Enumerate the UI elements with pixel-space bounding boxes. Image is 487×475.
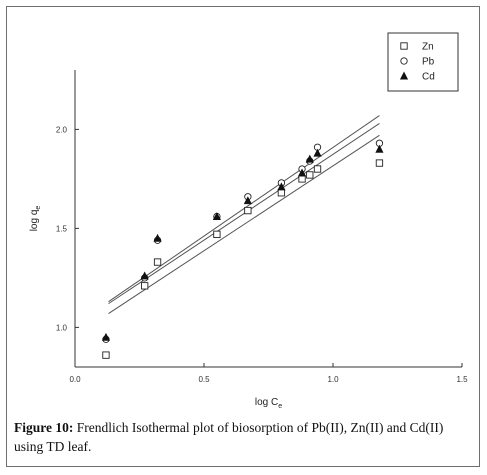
y-axis-label: log qe xyxy=(29,206,42,232)
data-point-cd xyxy=(297,168,307,177)
data-point-zn xyxy=(102,351,110,359)
legend-marker-pb xyxy=(400,57,408,65)
y-tick-label: 1.5 xyxy=(56,224,68,233)
chart-axes xyxy=(74,70,462,368)
x-axis-label: log Ce xyxy=(255,397,282,410)
caption-figure-label: Figure 10: xyxy=(14,420,74,435)
data-point-cd xyxy=(305,154,314,163)
chart-points xyxy=(101,139,384,359)
data-point-cd xyxy=(243,196,252,205)
x-axis-label-main: log C xyxy=(255,397,278,408)
chart-ticks: 0.0 0.5 1.0 1.5 1.0 1.5 2.0 xyxy=(56,125,468,384)
data-point-zn xyxy=(277,189,286,197)
legend-label-cd: Cd xyxy=(422,72,435,83)
data-point-zn xyxy=(306,171,314,179)
caption-text: Frendlich Isothermal plot of biosorption… xyxy=(14,420,444,454)
data-point-zn xyxy=(153,258,162,266)
data-point-zn xyxy=(141,282,149,290)
figure-caption: Figure 10: Frendlich Isothermal plot of … xyxy=(14,418,476,456)
legend-label-pb: Pb xyxy=(422,57,435,68)
legend-box xyxy=(387,32,459,92)
data-point-zn xyxy=(298,175,306,183)
chart-fit-lines xyxy=(108,115,380,314)
data-point-cd xyxy=(212,212,221,221)
legend-marker-cd xyxy=(399,71,409,80)
data-point-cd xyxy=(101,332,111,341)
chart-legend: Zn Pb Cd xyxy=(387,32,459,92)
data-point-cd xyxy=(153,233,162,242)
data-point-cd xyxy=(277,182,286,191)
data-point-cd xyxy=(140,271,149,280)
legend-marker-zn xyxy=(400,42,408,50)
data-point-cd xyxy=(375,144,384,153)
data-point-zn xyxy=(213,230,221,238)
y-tick-label: 2.0 xyxy=(56,125,68,134)
x-tick-label: 0.5 xyxy=(198,375,210,384)
data-point-zn xyxy=(244,206,252,215)
legend-label-zn: Zn xyxy=(422,42,434,53)
data-point-zn xyxy=(375,159,384,167)
x-tick-label: 1.0 xyxy=(327,375,339,384)
x-tick-label: 1.5 xyxy=(456,375,468,384)
data-point-zn xyxy=(313,165,322,173)
fit-line-pb xyxy=(108,115,380,303)
y-tick-label: 1.0 xyxy=(56,323,68,332)
x-tick-label: 0.0 xyxy=(69,375,81,384)
data-point-cd xyxy=(313,148,322,157)
x-axis-label-sub: e xyxy=(278,403,282,410)
y-axis-label-sub: e xyxy=(35,206,42,210)
fit-line-cd xyxy=(108,123,380,305)
fit-line-zn xyxy=(108,134,380,314)
y-axis-label-main: log q xyxy=(29,210,40,232)
